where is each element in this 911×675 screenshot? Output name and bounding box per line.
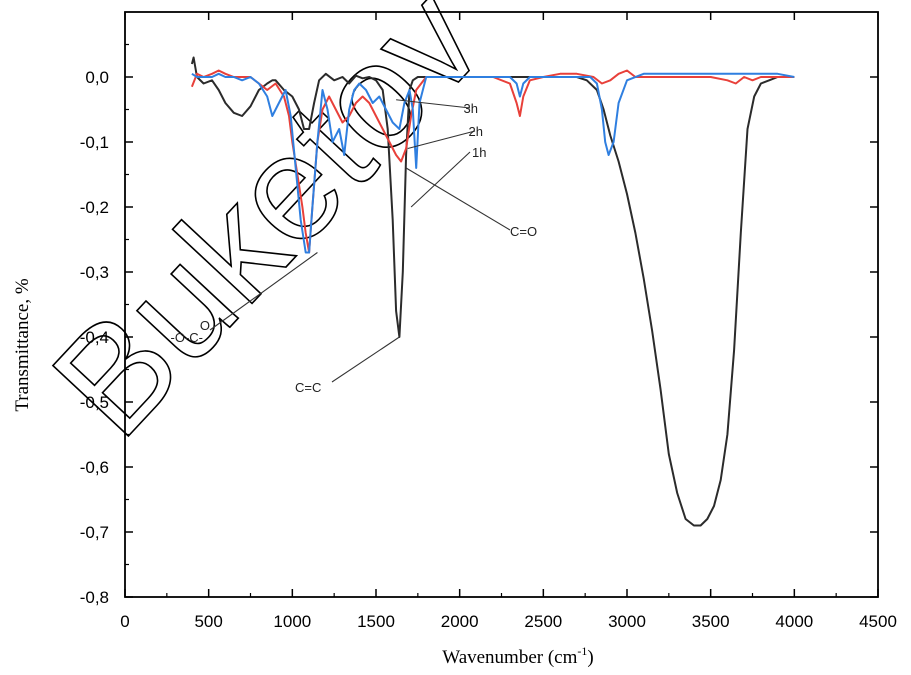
y-tick-label: -0,4 (80, 328, 109, 347)
y-tick-label: -0,2 (80, 198, 109, 217)
axis-ticks (124, 12, 879, 598)
y-axis-title: Transmittance, % (12, 278, 33, 412)
y-tick-label: -0,7 (80, 523, 109, 542)
annotation-leader (331, 336, 400, 383)
annotation-leader (396, 99, 471, 109)
x-tick-label: 3500 (692, 612, 730, 631)
series-line-3h (191, 72, 795, 254)
y-tick-label: -0,3 (80, 263, 109, 282)
tick-labels: 0 500 1000 1500 2000 2500 3000 3500 4000 4500 0,0 -… (80, 68, 897, 631)
annotation-leader (209, 252, 318, 331)
x-axis-title-tail: ) (587, 647, 593, 668)
x-tick-label: 1000 (273, 612, 311, 631)
x-axis-title-sup: -1 (577, 644, 587, 658)
x-tick-label: 3000 (608, 612, 646, 631)
annotation-label: C=C (295, 380, 321, 395)
annotation-label: 1h (472, 145, 486, 160)
annotation-leader (410, 151, 471, 208)
annotations: 3h 2h 1h C=O -O-C-O C=C (171, 99, 537, 395)
annotation-leader (407, 130, 476, 150)
x-tick-label: 0 (120, 612, 129, 631)
x-axis-title-main: Wavenumber (cm (442, 647, 577, 668)
x-tick-label: 4500 (859, 612, 897, 631)
annotation-label: 3h (464, 101, 478, 116)
annotation-label: C=O (510, 224, 537, 239)
x-tick-label: 4000 (775, 612, 813, 631)
x-axis-title: Wavenumber (cm-1) (442, 644, 593, 668)
y-tick-label: 0,0 (85, 68, 109, 87)
series-line-2h (190, 69, 795, 254)
watermark: Buketov Uni (21, 0, 695, 467)
x-tick-label: 2500 (524, 612, 562, 631)
annotation-label: -O-C- (171, 330, 204, 345)
y-tick-label: -0,1 (80, 133, 109, 152)
annotation-leader (405, 167, 511, 231)
series-layer (190, 56, 795, 527)
x-tick-label: 1500 (357, 612, 395, 631)
y-tick-label: -0,5 (80, 393, 109, 412)
x-tick-label: 500 (194, 612, 222, 631)
annotation-label-extra: O (200, 318, 210, 333)
x-tick-label: 2000 (441, 612, 479, 631)
y-tick-label: -0,6 (80, 458, 109, 477)
y-tick-label: -0,8 (80, 588, 109, 607)
series-line-1h (190, 56, 795, 527)
annotation-label: 2h (469, 124, 483, 139)
